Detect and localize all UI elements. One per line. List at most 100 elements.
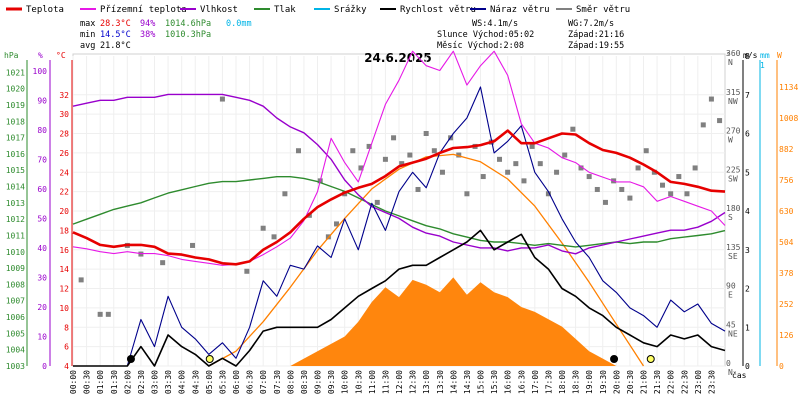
x-tick-label: 08:00 [286, 370, 295, 394]
hpa-tick-label: 1019 [6, 101, 25, 110]
stat-avg-label: avg [80, 41, 95, 51]
x-tick-label: 09:00 [314, 370, 323, 394]
stat-sunrise: Slunce Východ:05:02 [437, 30, 534, 40]
stat-max-press: 1014.6hPa [165, 19, 211, 29]
wind-direction-point [464, 191, 470, 197]
wind-direction-point [382, 156, 388, 162]
ms-tick-label: 6 [745, 130, 750, 139]
celsius-tick-label: 4 [64, 362, 69, 371]
compass-tick-label: W [728, 136, 733, 145]
wind-direction-point [700, 122, 706, 128]
compass-tick-label: NE [728, 329, 738, 338]
compass-tick-label: S [728, 213, 733, 222]
wind-direction-point [676, 174, 682, 180]
radiation-fill [290, 277, 617, 366]
axis-unit-deg: ° [726, 51, 731, 60]
compass-tick-label: N [728, 368, 733, 377]
wind-direction-point [529, 143, 535, 149]
wind-direction-point [594, 186, 600, 192]
axis-unit-wm2: W [777, 51, 782, 60]
pct-tick-label: 100 [33, 67, 48, 76]
axis-ticks: 00:00 00:30 01:00 01:30 02:00 02:30 03:00 03:30… [6, 49, 799, 394]
pct-tick-label: 20 [37, 303, 47, 312]
x-tick-label: 09:30 [327, 370, 336, 394]
deg-tick-label: 270 [726, 127, 741, 136]
stat-max-hum: 94% [140, 19, 155, 29]
wind-direction-point [537, 161, 543, 167]
x-tick-label: 14:30 [463, 370, 472, 394]
hpa-tick-label: 1004 [6, 346, 25, 355]
stat-ws: WS:4.1m/s [472, 19, 518, 29]
legend-label-vlhkost: Vlhkost [200, 5, 238, 15]
x-tick-label: 02:00 [123, 370, 132, 394]
x-tick-label: 04:00 [178, 370, 187, 394]
wind-direction-point [684, 191, 690, 197]
x-tick-label: 15:30 [490, 370, 499, 394]
wind-direction-point [497, 156, 503, 162]
ms-tick-label: 3 [745, 246, 750, 255]
pct-tick-label: 70 [37, 155, 47, 164]
wind-direction-point [619, 186, 625, 192]
hpa-tick-label: 1006 [6, 313, 25, 322]
wind-direction-point [602, 199, 608, 205]
x-tick-label: 02:30 [137, 370, 146, 394]
stat-min-hum: 38% [140, 30, 155, 40]
axis-mm-top-tick: 1 [760, 61, 765, 70]
moonset-marker [610, 355, 619, 363]
pct-tick-label: 80 [37, 126, 47, 135]
wm2-tick-label: 378 [779, 269, 794, 278]
celsius-tick-label: 30 [59, 110, 69, 119]
x-tick-label: 19:30 [599, 370, 608, 394]
wind-direction-point [423, 131, 429, 136]
wind-direction-point [407, 152, 413, 158]
compass-tick-label: NW [728, 97, 738, 106]
wind-direction-point [391, 135, 397, 141]
stat-moonset: Západ:19:55 [568, 41, 624, 51]
celsius-tick-label: 14 [59, 265, 69, 274]
wind-direction-point [366, 143, 372, 149]
pct-tick-label: 50 [37, 214, 47, 223]
x-tick-label: 13:00 [422, 370, 431, 394]
x-tick-label: 15:00 [477, 370, 486, 394]
x-tick-label: 20:00 [612, 370, 621, 394]
compass-tick-label: SE [728, 252, 738, 261]
axis-unit-pct: % [38, 51, 43, 60]
wind-direction-point [480, 174, 486, 180]
pct-tick-label: 10 [37, 332, 47, 341]
deg-tick-label: 90 [726, 282, 736, 291]
x-tick-label: 19:00 [585, 370, 594, 394]
sun-moon-markers [126, 355, 655, 363]
x-tick-label: 23:30 [707, 370, 716, 394]
ms-tick-label: 1 [745, 323, 750, 332]
series-prizemni-teplota [72, 50, 726, 266]
wind-direction-point [295, 148, 301, 154]
x-tick-label: 10:00 [341, 370, 350, 394]
stat-min-label: min [80, 30, 95, 40]
deg-tick-label: 180 [726, 204, 741, 213]
wind-direction-point [708, 96, 714, 102]
wind-direction-point [431, 148, 437, 154]
hpa-tick-label: 1016 [6, 150, 25, 159]
x-tick-label: 16:30 [517, 370, 526, 394]
deg-tick-label: 315 [726, 88, 741, 97]
wm2-tick-label: 0 [779, 362, 784, 371]
wind-direction-point [505, 169, 511, 175]
x-tick-label: 00:00 [69, 370, 78, 394]
legend-label-teplota: Teplota [26, 5, 64, 15]
deg-tick-label: 360 [726, 49, 741, 58]
wm2-tick-label: 630 [779, 207, 794, 216]
deg-tick-label: 135 [726, 243, 741, 252]
x-tick-label: 01:00 [96, 370, 105, 394]
wm2-tick-label: 504 [779, 238, 794, 247]
compass-tick-label: SW [728, 174, 738, 183]
wind-direction-point [635, 165, 641, 171]
hpa-tick-label: 1017 [6, 134, 25, 143]
celsius-tick-label: 28 [59, 130, 69, 139]
x-tick-label: 07:00 [259, 370, 268, 394]
pct-tick-label: 30 [37, 273, 47, 282]
celsius-tick-label: 18 [59, 226, 69, 235]
ms-tick-label: 0 [745, 362, 750, 371]
wind-direction-point [271, 234, 277, 240]
hpa-tick-label: 1015 [6, 166, 25, 175]
